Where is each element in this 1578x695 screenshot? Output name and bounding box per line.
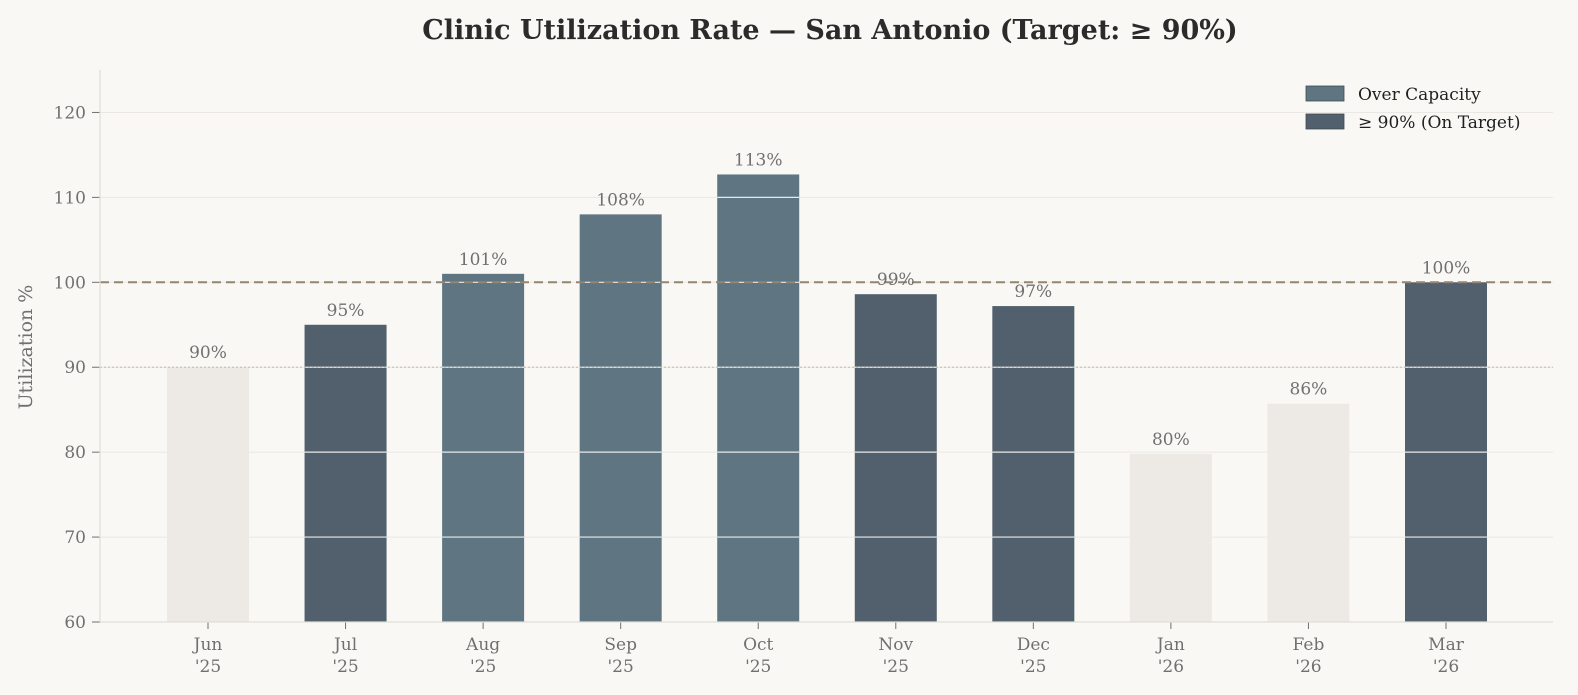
bar-nov [854,294,937,622]
bar-oct [717,174,800,622]
axes: 60708090100110120Jun'25Jul'25Aug'25Sep'2… [54,70,1553,677]
x-tick-label-year: '25 [332,657,358,677]
value-label: 101% [459,250,508,270]
x-tick-label-year: '25 [745,657,771,677]
y-axis-label: Utilization % [15,285,37,410]
x-tick-label-year: '26 [1295,657,1321,677]
x-tick-label-year: '25 [1020,657,1046,677]
value-label: 80% [1152,430,1190,450]
value-label: 100% [1422,258,1471,278]
chart-title: Clinic Utilization Rate — San Antonio (T… [422,15,1237,46]
bar-aug [442,273,525,622]
legend: Over Capacity ≥ 90% (On Target) [1305,85,1520,133]
x-tick-label-month: Feb [1293,635,1325,655]
legend-label-target: ≥ 90% (On Target) [1358,113,1520,133]
bar-dec [992,306,1075,622]
bar-sep [579,214,662,622]
bar-jun [167,367,249,622]
x-tick-label-month: Oct [743,635,773,655]
bar-jul [304,324,387,622]
x-tick-label-month: Jan [1155,635,1185,655]
bars [167,174,1487,622]
y-tick-label: 70 [64,528,86,548]
value-label: 95% [327,301,365,321]
y-tick-label: 60 [64,613,86,633]
x-tick-label-year: '26 [1433,657,1459,677]
legend-label-over: Over Capacity [1358,85,1481,105]
y-tick-label: 120 [54,103,86,123]
x-tick-label-month: Dec [1017,635,1050,655]
y-tick-label: 100 [54,273,86,293]
value-label: 97% [1014,282,1052,302]
y-tick-label: 80 [64,443,86,463]
value-label: 86% [1290,380,1328,400]
x-tick-label-month: Aug [465,635,500,655]
bar-jan [1129,453,1212,622]
x-tick-label-year: '26 [1158,657,1184,677]
legend-swatch-target [1305,113,1345,130]
x-tick-label-month: Sep [604,635,637,655]
x-tick-label-year: '25 [195,657,221,677]
x-tick-label-month: Mar [1428,635,1465,655]
value-labels: 90% 95% 101% 108% 113% 99% 97% 80% 86% 100% [189,150,1470,449]
x-tick-label-month: Nov [878,635,913,655]
y-tick-label: 110 [54,188,86,208]
value-label: 90% [189,343,227,363]
x-tick-label-month: Jul [332,635,357,655]
value-label: 108% [596,190,645,210]
x-tick-label-year: '25 [470,657,496,677]
x-tick-label-year: '25 [883,657,909,677]
value-label: 113% [734,150,783,170]
y-tick-label: 90 [64,358,86,378]
bar-feb [1267,403,1350,622]
legend-swatch-over [1305,85,1345,102]
value-label: 99% [877,270,915,290]
x-tick-label-month: Jun [192,635,223,655]
x-tick-label-year: '25 [608,657,634,677]
reference-lines [100,281,1553,368]
